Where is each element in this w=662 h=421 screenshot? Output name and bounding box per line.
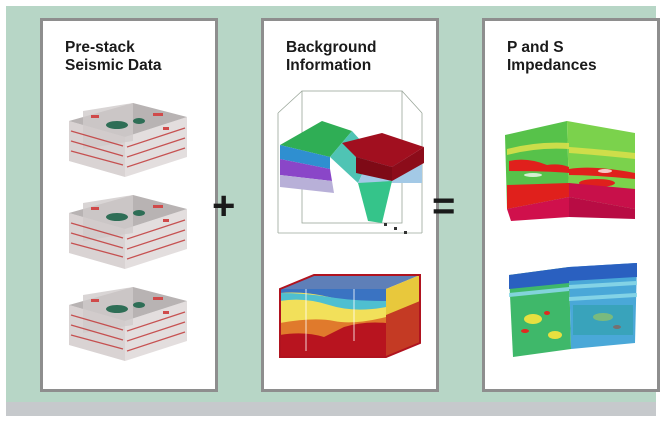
impedances-title-line-1: P and S	[507, 39, 564, 56]
horizon-model-image	[277, 90, 424, 234]
bottom-shadow-bar	[6, 402, 656, 416]
p-impedance-cube-image	[505, 121, 635, 221]
background-information-panel: Background Information	[261, 18, 439, 392]
prestack-seismic-title: Pre-stack Seismic Data	[65, 39, 205, 75]
seismic-cube-image-3	[69, 287, 187, 361]
impedances-title: P and S Impedances	[507, 39, 647, 75]
background-info-title: Background Information	[286, 39, 426, 75]
impedances-panel: P and S Impedances	[482, 18, 660, 392]
plus-operator: +	[212, 184, 236, 228]
background-block-image	[279, 274, 421, 358]
s-impedance-cube-image	[509, 263, 637, 357]
prestack-title-line-1: Pre-stack	[65, 39, 135, 56]
seismic-cube-image-1	[69, 103, 187, 177]
prestack-seismic-panel: Pre-stack Seismic Data	[40, 18, 218, 392]
impedances-title-line-2: Impedances	[507, 57, 597, 74]
prestack-title-line-2: Seismic Data	[65, 57, 162, 74]
equals-operator: =	[432, 184, 456, 228]
diagram-background: Pre-stack Seismic Data	[6, 6, 660, 402]
seismic-cube-image-2	[69, 195, 187, 269]
background-title-line-2: Information	[286, 57, 372, 74]
background-title-line-1: Background	[286, 39, 377, 56]
